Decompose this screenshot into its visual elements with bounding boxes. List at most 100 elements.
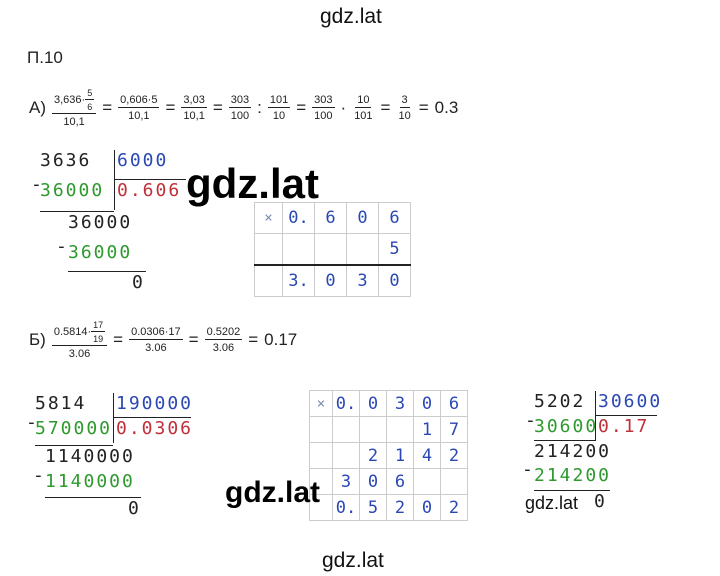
table-cell: 3 xyxy=(386,390,414,417)
table-cell: 0 xyxy=(359,390,387,417)
table-cell: 6 xyxy=(378,202,411,234)
numerator-text: 0.5814· xyxy=(53,326,92,338)
numerator-text: 3 xyxy=(401,94,408,106)
division-quotient: 0.17 xyxy=(598,416,650,437)
division-minus: - xyxy=(33,465,46,486)
division-quotient: 0.0306 xyxy=(116,418,194,439)
numerator: 101 xyxy=(267,94,291,108)
division-dividend: 5814 xyxy=(35,393,87,414)
division-minus: - xyxy=(525,410,538,431)
denominator: 10 xyxy=(272,110,286,122)
operator: = xyxy=(113,330,124,349)
division-minus: - xyxy=(31,174,44,195)
division-divisor: 6000 xyxy=(117,150,169,171)
denominator: 6 xyxy=(87,102,93,112)
division-minus: - xyxy=(26,412,39,433)
denominator: 10,1 xyxy=(63,116,85,128)
denominator: 100 xyxy=(230,110,250,122)
division-result: 0 xyxy=(132,272,145,293)
division-remainder: 214200 xyxy=(534,441,612,462)
operator: · xyxy=(340,98,347,117)
operator: = xyxy=(102,98,113,117)
table-cell: 6 xyxy=(386,468,414,495)
division-product-2: 214200 xyxy=(534,465,612,486)
table-cell: 7 xyxy=(440,416,468,443)
watermark: gdz.lat xyxy=(322,549,384,572)
table-cell xyxy=(332,442,360,469)
table-cell: 2 xyxy=(359,442,387,469)
division-product-2: 36000 xyxy=(68,242,133,263)
table-cell xyxy=(314,233,347,266)
denominator: 3.06 xyxy=(145,342,167,354)
table-cell xyxy=(309,442,333,469)
rule xyxy=(45,497,141,498)
denominator: 3.06 xyxy=(212,342,235,354)
rule xyxy=(114,179,186,180)
fraction: 3,636· 5 6 10,1 xyxy=(52,88,97,128)
division-divisor: 190000 xyxy=(116,393,194,414)
numerator-text: 0.5202 xyxy=(206,326,241,338)
division-divisor: 30600 xyxy=(598,391,663,412)
table-cell: 0 xyxy=(314,264,347,297)
table-cell: 2 xyxy=(440,442,468,469)
numerator-text: 10 xyxy=(357,94,370,106)
fraction: 0.5814· 17 19 3.06 xyxy=(51,320,108,360)
numerator: 303 xyxy=(312,94,335,108)
rule xyxy=(35,445,113,446)
numerator: 0.5814· 17 19 xyxy=(51,320,108,346)
operator: = xyxy=(165,98,176,117)
operator: = xyxy=(248,330,259,349)
numerator: 5 xyxy=(85,88,95,100)
division-product: 570000 xyxy=(35,418,113,439)
rule xyxy=(113,417,191,418)
rule xyxy=(595,415,657,416)
table-cell: × xyxy=(309,390,333,417)
fraction: 0.0306·17 3.06 xyxy=(129,326,183,354)
table-cell: 0 xyxy=(413,390,441,417)
division-remainder: 36000 xyxy=(68,212,133,233)
table-cell xyxy=(413,468,441,495)
rule xyxy=(40,211,114,212)
table-cell: 5 xyxy=(359,494,387,521)
table-cell: × xyxy=(254,202,283,234)
operator: 0.3 xyxy=(434,98,459,117)
table-cell: 4 xyxy=(413,442,441,469)
denominator: 10,1 xyxy=(128,110,150,122)
division-result: 0 xyxy=(128,498,141,519)
watermark: gdz.lat xyxy=(320,5,382,28)
part-label: Б) xyxy=(29,330,46,349)
numerator: 17 xyxy=(91,320,106,332)
operator: = xyxy=(212,98,223,117)
numerator: 0,606·5 xyxy=(118,94,160,108)
fraction: 0,606·5 10,1 xyxy=(118,94,160,122)
table-cell: 5 xyxy=(378,233,411,266)
rule xyxy=(68,271,146,272)
denominator: 10,1 xyxy=(183,110,205,122)
table-cell xyxy=(332,416,360,443)
operator: = xyxy=(380,98,391,117)
denominator: 101 xyxy=(354,110,373,122)
table-cell: 3. xyxy=(282,264,315,297)
denominator: 10 xyxy=(398,110,411,122)
operator: = xyxy=(296,98,307,117)
watermark: gdz.lat xyxy=(225,476,320,509)
multiplication-table: × 0. 0 3 0 6 1 7 2 1 4 2 3 0 6 0. 5 2 0 2 xyxy=(309,390,468,521)
denominator: 100 xyxy=(314,110,333,122)
rule xyxy=(534,490,610,491)
division-product: 30600 xyxy=(534,416,599,437)
table-cell: 0 xyxy=(413,494,441,521)
table-cell: 1 xyxy=(413,416,441,443)
fraction: 303 100 xyxy=(312,94,335,122)
watermark: gdz.lat xyxy=(525,493,579,513)
numerator: 303 xyxy=(228,94,252,108)
numerator-text: 101 xyxy=(269,94,289,106)
fraction: 3,03 10,1 xyxy=(181,94,207,122)
table-cell: 3 xyxy=(332,468,360,495)
rule xyxy=(113,393,114,443)
numerator-text: 3,636· xyxy=(54,94,86,106)
table-cell: 0 xyxy=(346,202,379,234)
fraction: 0.5202 3.06 xyxy=(204,326,243,354)
